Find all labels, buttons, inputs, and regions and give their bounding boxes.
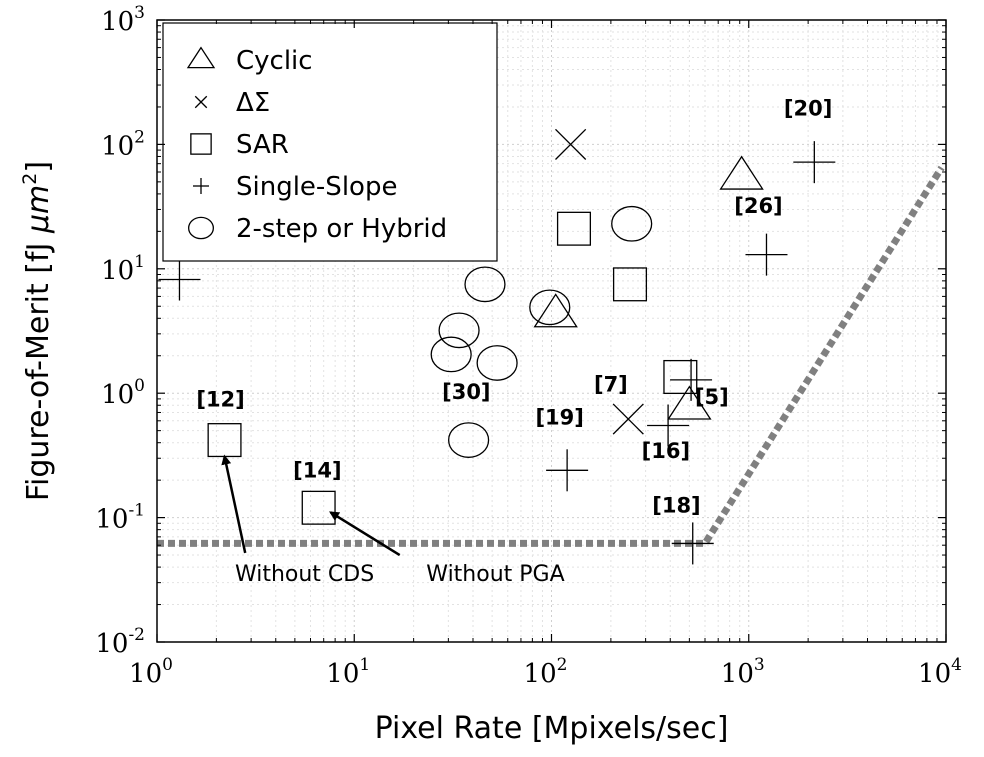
reference-label: [7] (594, 373, 628, 397)
data-point-plus (671, 522, 714, 565)
reference-label: [18] (652, 493, 700, 517)
annotation-arrow (329, 511, 401, 557)
annotation-text: Without CDS (235, 562, 374, 587)
data-points (158, 128, 836, 565)
legend-label: Cyclic (236, 46, 313, 76)
data-point-triangle (719, 155, 764, 190)
y-axis-title-main: Figure-of-Merit [fJ (21, 233, 56, 501)
data-point-plus (745, 233, 788, 276)
reference-label: [16] (642, 439, 690, 463)
annotation-arrow (221, 454, 247, 554)
x-tick-label: 102 (524, 655, 568, 689)
data-point-circle (476, 345, 518, 381)
y-axis-title-close: ] (21, 161, 56, 173)
legend-marker-circle (187, 216, 214, 240)
legend-label: Single-Slope (236, 172, 397, 202)
x-axis-title: Pixel Rate [Mpixels/sec] (375, 711, 729, 746)
x-tick-label: 103 (721, 655, 765, 689)
reference-label: [20] (784, 97, 832, 121)
legend-label: SAR (236, 130, 289, 160)
y-tick-label: 101 (101, 252, 145, 286)
axis-ticks: 100 101 102 103 104 10-2 10-1 100 101 102 103 (95, 3, 962, 689)
legend-box (162, 22, 498, 262)
y-tick-label: 100 (101, 376, 145, 410)
reference-label: [30] (442, 380, 490, 404)
legend: Cyclic ΔΣ SAR Single-Slope 2-step or Hybrid (162, 22, 498, 262)
data-point-square (556, 211, 592, 246)
data-point-x (555, 128, 587, 160)
y-axis-title-sup: 2 (19, 173, 41, 185)
data-point-triangle (667, 385, 712, 420)
reference-label: [26] (734, 194, 782, 218)
legend-marker-plus (193, 178, 209, 194)
legend-marker-x (194, 95, 208, 109)
data-point-plus (647, 404, 690, 447)
y-tick-label: 10-1 (95, 501, 145, 535)
legend-label: 2-step or Hybrid (236, 214, 447, 244)
data-point-circle (438, 312, 480, 349)
reference-labels: [20] [26] [12] [30] [7] [19] [5] [16] [14] [18] (196, 97, 832, 518)
data-point-plus (793, 141, 836, 184)
x-tick-label: 100 (129, 655, 173, 689)
data-point-circle (430, 336, 472, 373)
legend-marker-square (190, 133, 212, 155)
reference-label: [14] (293, 459, 341, 483)
y-axis-title-unit: μm (21, 185, 56, 234)
x-tick-label: 104 (918, 655, 962, 689)
y-tick-label: 102 (101, 127, 145, 161)
data-point-triangle (533, 293, 578, 328)
y-tick-label: 10-2 (95, 625, 145, 659)
boundary-dotted-line (157, 165, 945, 547)
reference-label: [5] (695, 385, 729, 409)
annotation-text: Without PGA (426, 562, 564, 587)
data-point-square (612, 267, 648, 302)
reference-label: [12] (196, 388, 244, 412)
data-point-circle (464, 266, 506, 303)
data-point-circle (448, 422, 490, 458)
data-point-x (612, 403, 644, 435)
reference-label: [19] (535, 406, 583, 430)
data-point-square (663, 359, 698, 395)
annotations: Without CDS Without PGA (221, 454, 565, 587)
data-point-circle (611, 205, 653, 242)
data-point-plus (158, 258, 201, 301)
data-point-plus (546, 449, 589, 492)
boundary-line (157, 165, 945, 547)
y-axis-title: Figure-of-Merit [fJ μm2] (19, 161, 56, 501)
y-tick-label: 103 (101, 3, 145, 37)
data-point-square (207, 423, 242, 458)
legend-label: ΔΣ (236, 88, 270, 118)
x-tick-label: 101 (326, 655, 370, 689)
data-point-square (301, 490, 336, 525)
data-point-plus (670, 358, 713, 401)
legend-marker-triangle (186, 46, 216, 69)
data-point-circle (529, 289, 571, 326)
